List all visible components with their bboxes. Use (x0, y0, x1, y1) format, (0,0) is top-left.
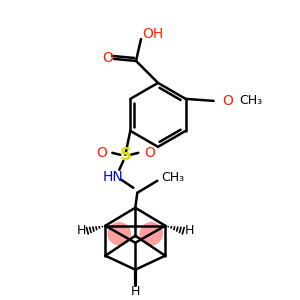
Text: O: O (222, 94, 233, 108)
Text: S: S (119, 146, 131, 164)
Text: O: O (103, 51, 113, 65)
Text: CH₃: CH₃ (240, 94, 263, 107)
Circle shape (108, 223, 130, 245)
Text: O: O (144, 146, 155, 160)
Circle shape (140, 223, 162, 245)
Text: H: H (77, 224, 86, 237)
Text: HN: HN (103, 170, 124, 184)
Text: H: H (184, 224, 194, 237)
Text: CH₃: CH₃ (161, 171, 184, 184)
Text: OH: OH (142, 27, 164, 41)
Text: O: O (96, 146, 107, 160)
Text: H: H (130, 285, 140, 298)
